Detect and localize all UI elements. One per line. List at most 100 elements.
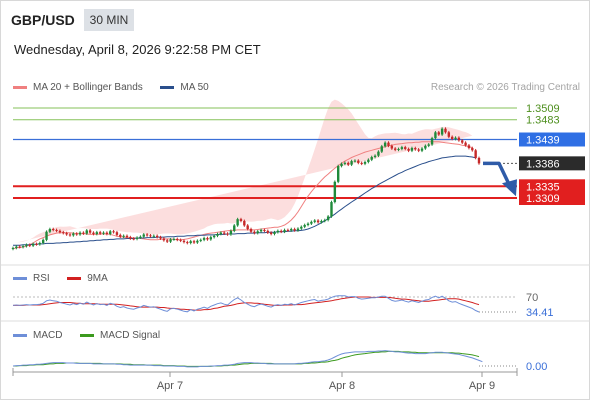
- candle-body: [31, 243, 35, 246]
- candle-body: [155, 235, 159, 238]
- candle-body: [444, 128, 447, 133]
- x-tick-label: Apr 8: [329, 380, 355, 392]
- candle-body: [313, 220, 316, 222]
- last-price-label: 1.3386: [526, 158, 560, 170]
- candle-body: [125, 235, 129, 238]
- candle-body: [437, 132, 440, 135]
- candle-body: [290, 229, 293, 231]
- candle-body: [48, 229, 52, 232]
- candle-body: [122, 235, 125, 237]
- candle-body: [393, 148, 397, 150]
- candle-body: [115, 232, 119, 235]
- candle-body: [360, 162, 363, 164]
- candle-body: [52, 229, 55, 231]
- candle-body: [243, 220, 246, 226]
- candle-body: [233, 225, 236, 231]
- candle-body: [236, 219, 239, 226]
- candle-body: [477, 157, 481, 164]
- candle-body: [109, 231, 112, 234]
- candle-body: [145, 234, 149, 236]
- candle-body: [424, 145, 427, 149]
- candle-body: [206, 238, 209, 240]
- candle-body: [306, 223, 310, 225]
- candle-body: [212, 235, 216, 238]
- ma20-swatch: [13, 85, 27, 89]
- datetime-label: Wednesday, April 8, 2026 9:22:58 PM CET: [14, 42, 261, 57]
- candle-body: [417, 149, 420, 151]
- candle-body: [216, 234, 219, 236]
- candle-body: [139, 236, 142, 238]
- macd-legend: MACD MACD Signal: [13, 330, 160, 341]
- pivot-label-box: [519, 132, 585, 147]
- support-label-box: [519, 179, 585, 194]
- candle-body: [229, 230, 233, 235]
- rsi-ma-legend-label: 9MA: [87, 273, 108, 284]
- x-tick-label: Apr 7: [157, 380, 183, 392]
- candle-body: [280, 230, 283, 232]
- candle-body: [239, 219, 243, 221]
- candle-body: [440, 128, 444, 135]
- candle-body: [293, 229, 296, 231]
- rsi-legend-label: RSI: [33, 273, 50, 284]
- support-label: 1.3335: [526, 181, 560, 193]
- candle-body: [434, 132, 437, 139]
- candle-body: [410, 148, 414, 151]
- candle-body: [320, 220, 323, 223]
- candle-body: [35, 243, 38, 245]
- candle-body: [68, 234, 72, 236]
- candle-body: [223, 232, 226, 234]
- candle-body: [263, 229, 266, 231]
- candle-body: [457, 137, 461, 141]
- candle-body: [367, 159, 370, 162]
- candle-body: [387, 142, 390, 146]
- macd-signal-line: [13, 350, 480, 367]
- candle-body: [276, 230, 280, 233]
- candle-body: [373, 155, 377, 158]
- forecast-arrowhead: [502, 179, 517, 197]
- candle-body: [286, 229, 290, 231]
- ma50-line: [13, 155, 476, 246]
- timeframe-button[interactable]: 30 MIN: [84, 9, 134, 31]
- candle-body: [303, 225, 306, 227]
- candle-body: [430, 138, 434, 145]
- support-label-box: [519, 191, 585, 205]
- candle-body: [347, 162, 350, 165]
- candle-body: [95, 232, 99, 234]
- macd-signal-legend-label: MACD Signal: [100, 330, 161, 341]
- candle-body: [326, 216, 330, 221]
- rsi-swatch: [13, 276, 27, 280]
- candle-body: [105, 232, 109, 234]
- candle-body: [219, 232, 223, 234]
- candle-body: [350, 161, 353, 165]
- candle-body: [383, 142, 387, 147]
- candle-body: [132, 238, 135, 240]
- candle-body: [21, 246, 25, 248]
- candle-body: [18, 246, 21, 248]
- resistance-label: 1.3509: [526, 103, 560, 115]
- candle-body: [336, 166, 340, 182]
- candle-body: [58, 230, 62, 233]
- candle-body: [179, 239, 182, 241]
- ma20-legend-label: MA 20 + Bollinger Bands: [33, 82, 143, 93]
- candle-body: [172, 238, 176, 240]
- candle-body: [256, 231, 259, 234]
- candle-body: [310, 221, 313, 224]
- candle-body: [202, 238, 206, 240]
- rsi-value-label: 34.41: [526, 307, 554, 319]
- candle-body: [65, 233, 68, 235]
- macd-line: [12, 350, 483, 368]
- candle-body: [226, 233, 229, 235]
- candle-body: [166, 240, 169, 242]
- candle-body: [450, 136, 454, 140]
- candle-body: [461, 140, 464, 143]
- ma20-line: [12, 141, 473, 250]
- candle-body: [414, 148, 417, 150]
- rsi-level-label: 70: [526, 292, 538, 304]
- candle-body: [283, 229, 286, 232]
- rsi-legend: RSI 9MA: [13, 273, 108, 284]
- candle-body: [41, 239, 45, 243]
- candle-body: [102, 232, 105, 234]
- candle-body: [119, 234, 122, 237]
